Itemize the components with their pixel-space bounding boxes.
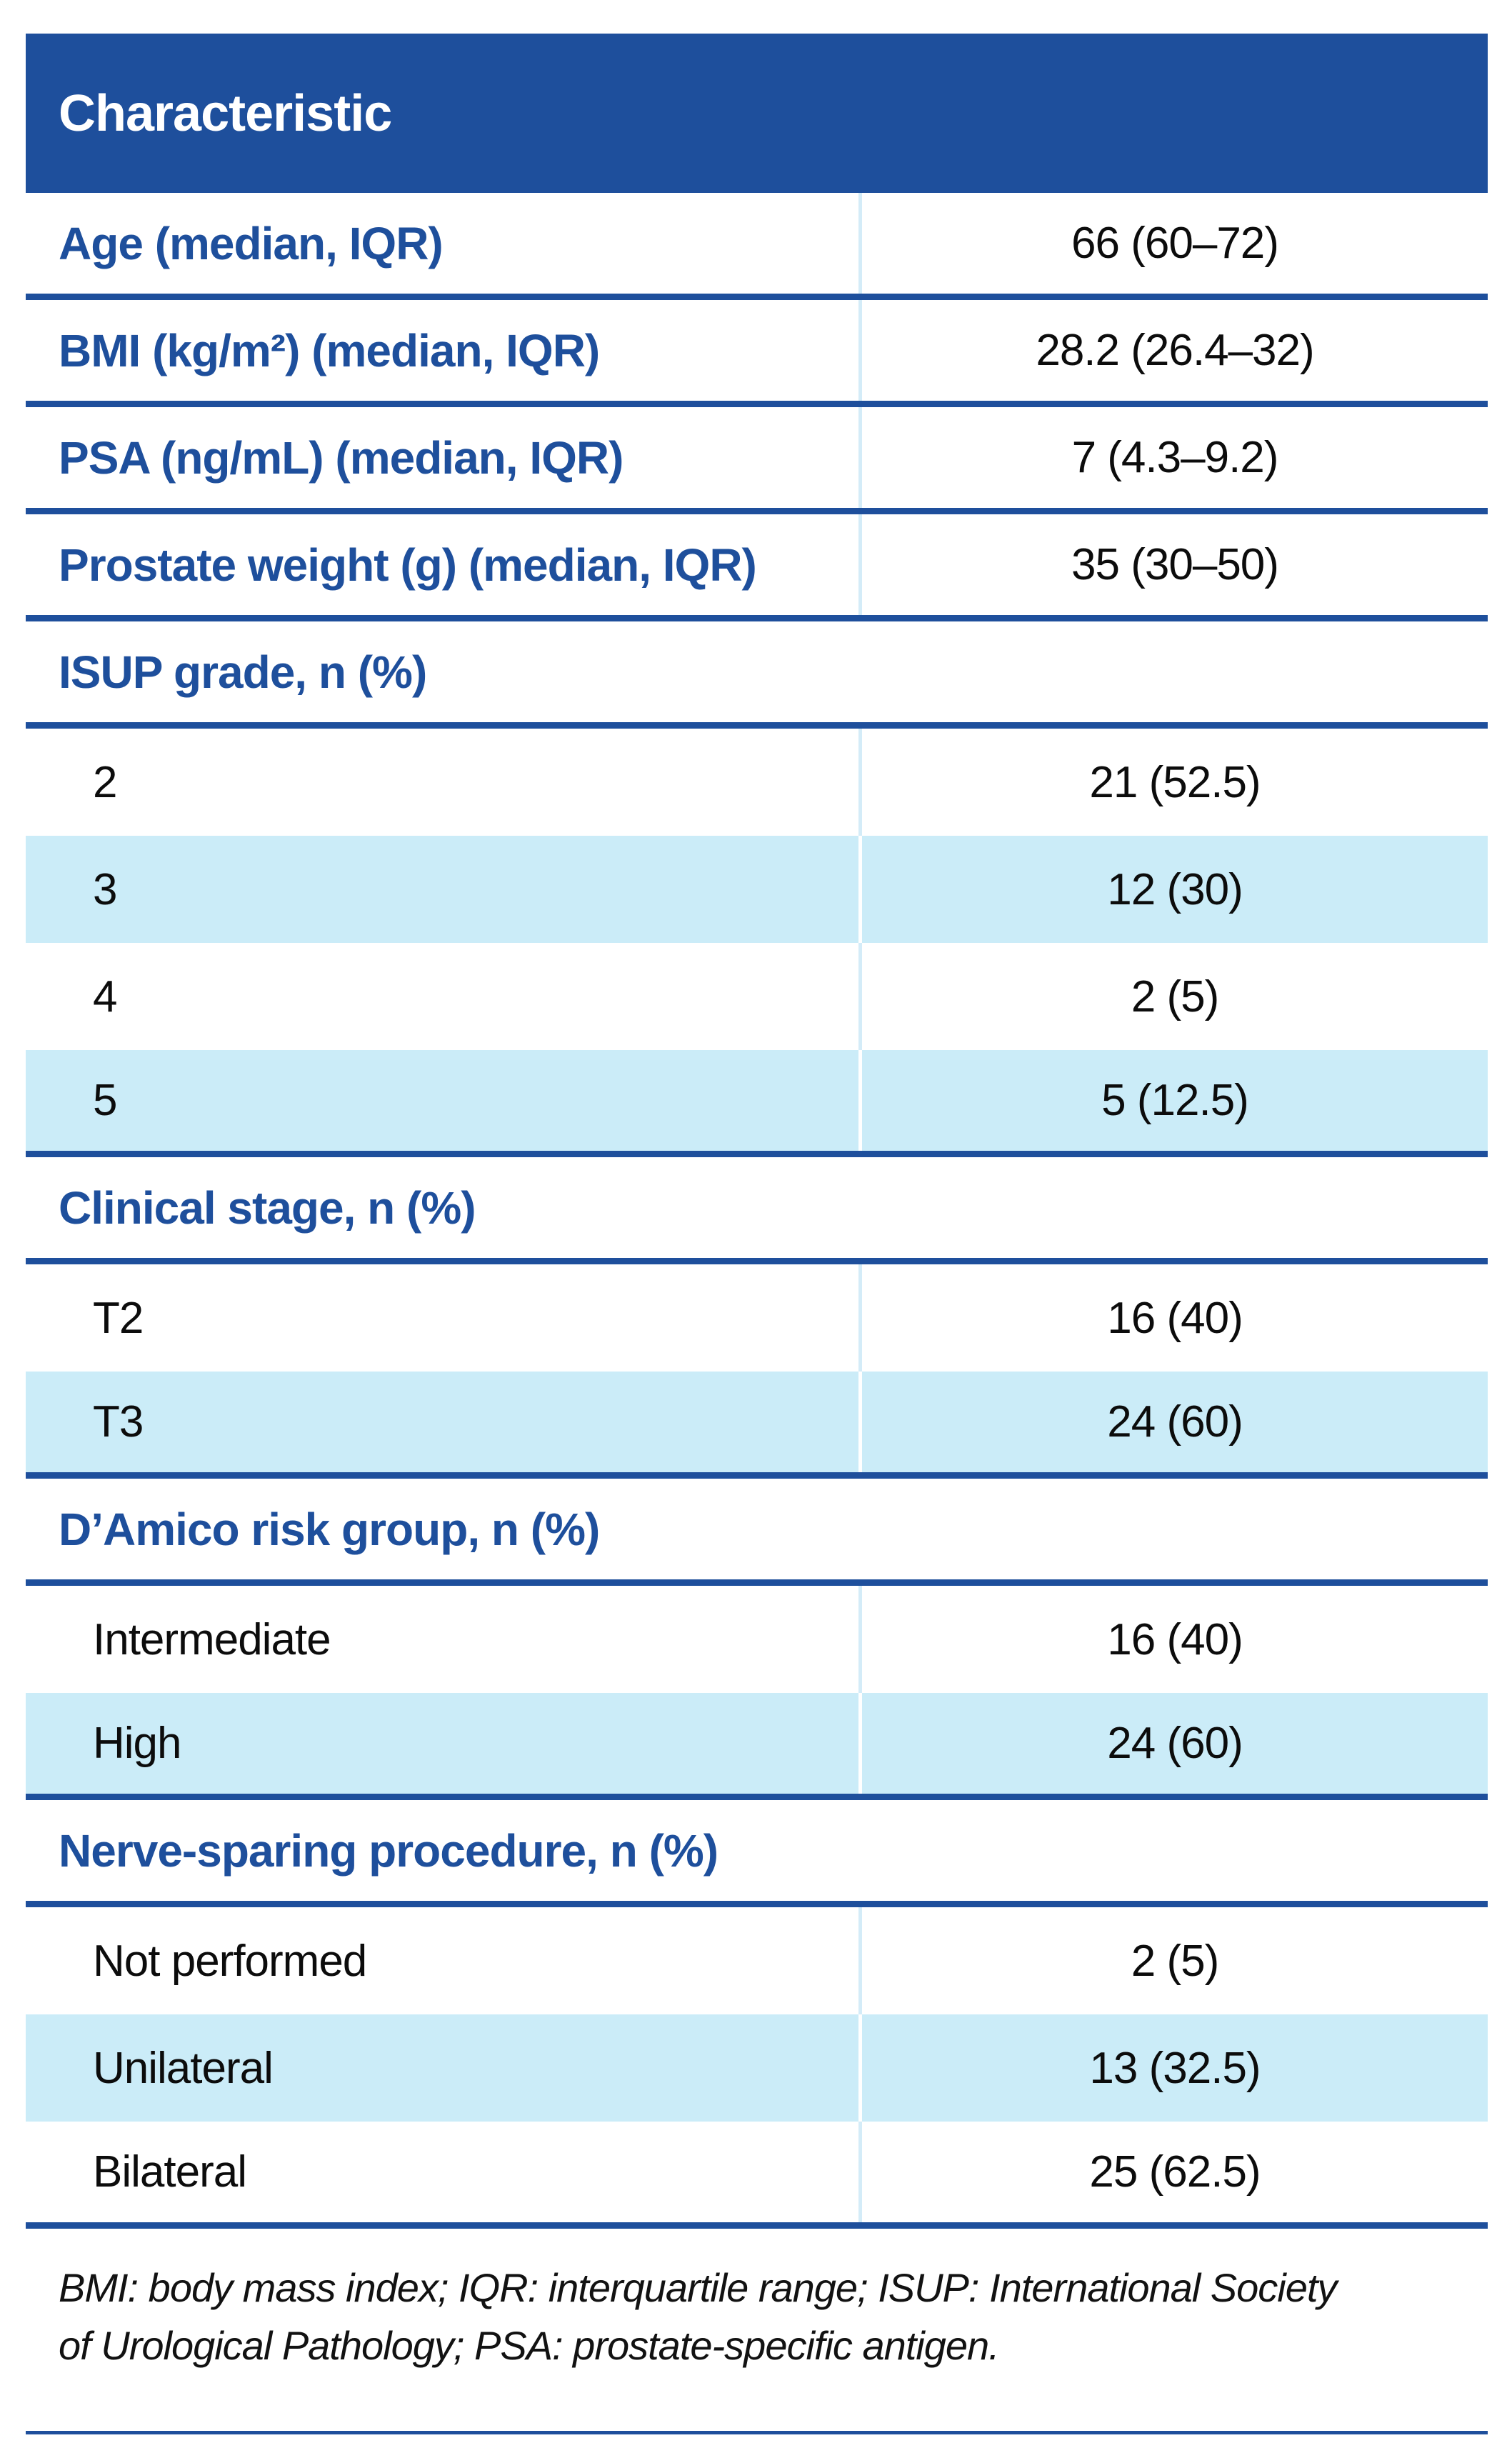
row-label: Unilateral <box>93 2043 274 2093</box>
table-row: Bilateral 25 (62.5) <box>26 2122 1488 2229</box>
table-row: Unilateral 13 (32.5) <box>26 2014 1488 2122</box>
row-label: 5 <box>93 1076 117 1125</box>
section-header-row: Clinical stage, n (%) <box>26 1157 1488 1264</box>
section-label: ISUP grade, n (%) <box>59 646 427 698</box>
row-value: 7 (4.3–9.2) <box>858 407 1488 508</box>
table-row: Prostate weight (g) (median, IQR) 35 (30–… <box>26 514 1488 621</box>
footnote-text: BMI: body mass index; IQR: interquartile… <box>59 2265 1337 2369</box>
section-label: Clinical stage, n (%) <box>59 1181 476 1234</box>
section-label: Nerve-sparing procedure, n (%) <box>59 1824 719 1877</box>
row-value: 66 (60–72) <box>858 193 1488 294</box>
row-value: 5 (12.5) <box>858 1050 1488 1151</box>
row-label: BMI (kg/m²) (median, IQR) <box>59 324 600 376</box>
row-value: 25 (62.5) <box>858 2122 1488 2222</box>
row-value: 2 (5) <box>858 943 1488 1050</box>
table-row: Age (median, IQR) 66 (60–72) <box>26 193 1488 300</box>
row-label: PSA (ng/mL) (median, IQR) <box>59 431 624 484</box>
section-label: D’Amico risk group, n (%) <box>59 1503 600 1555</box>
row-value: 24 (60) <box>858 1372 1488 1472</box>
section-header-row: ISUP grade, n (%) <box>26 621 1488 729</box>
row-label: Intermediate <box>93 1614 331 1664</box>
row-label: 3 <box>93 864 117 914</box>
row-label: Prostate weight (g) (median, IQR) <box>59 539 757 591</box>
table-body: Age (median, IQR) 66 (60–72) BMI (kg/m²) (… <box>26 193 1488 2229</box>
row-label: 2 <box>93 757 117 807</box>
table-row: 5 5 (12.5) <box>26 1050 1488 1157</box>
table-row: T2 16 (40) <box>26 1264 1488 1372</box>
section-header-row: Nerve-sparing procedure, n (%) <box>26 1800 1488 1907</box>
patient-characteristics-table: Characteristic Age (median, IQR) 66 (60–7… <box>26 34 1488 2434</box>
row-value: 28.2 (26.4–32) <box>858 300 1488 401</box>
row-label: 4 <box>93 971 117 1021</box>
row-label: High <box>93 1719 182 1768</box>
section-header-row: D’Amico risk group, n (%) <box>26 1479 1488 1586</box>
table-row: T3 24 (60) <box>26 1372 1488 1479</box>
row-value: 13 (32.5) <box>858 2014 1488 2122</box>
table-row: PSA (ng/mL) (median, IQR) 7 (4.3–9.2) <box>26 407 1488 514</box>
row-value: 21 (52.5) <box>858 729 1488 836</box>
table-row: High 24 (60) <box>26 1693 1488 1800</box>
table-footnote: BMI: body mass index; IQR: interquartile… <box>26 2229 1488 2434</box>
row-label: Not performed <box>93 1936 367 1986</box>
row-value: 2 (5) <box>858 1907 1488 2014</box>
table-row: 2 21 (52.5) <box>26 729 1488 836</box>
column-header-characteristic: Characteristic <box>59 84 392 142</box>
row-label: T2 <box>93 1293 144 1343</box>
table-row: Intermediate 16 (40) <box>26 1586 1488 1693</box>
row-value: 12 (30) <box>858 836 1488 943</box>
row-value: 35 (30–50) <box>858 514 1488 615</box>
table-row: Not performed 2 (5) <box>26 1907 1488 2014</box>
row-value: 16 (40) <box>858 1264 1488 1372</box>
row-label: T3 <box>93 1397 144 1447</box>
table-row: 3 12 (30) <box>26 836 1488 943</box>
table-header-row: Characteristic <box>26 34 1488 193</box>
table-row: BMI (kg/m²) (median, IQR) 28.2 (26.4–32) <box>26 300 1488 407</box>
row-label: Age (median, IQR) <box>59 217 444 269</box>
row-value: 16 (40) <box>858 1586 1488 1693</box>
row-value: 24 (60) <box>858 1693 1488 1794</box>
row-label: Bilateral <box>93 2147 247 2197</box>
table-row: 4 2 (5) <box>26 943 1488 1050</box>
